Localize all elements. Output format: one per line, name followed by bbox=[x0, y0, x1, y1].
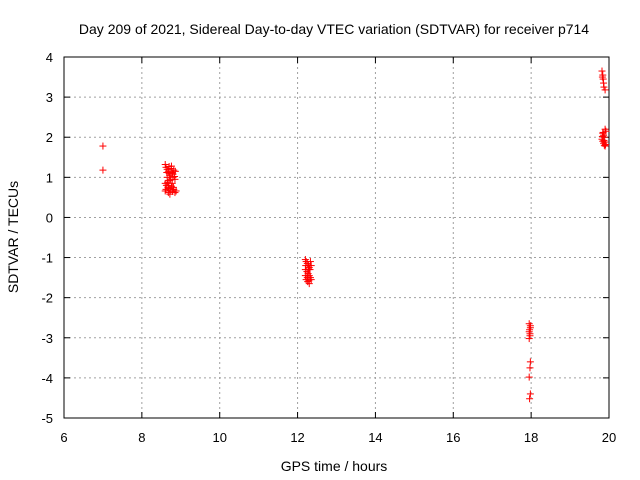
y-tick-label: -2 bbox=[41, 291, 53, 306]
data-point bbox=[168, 179, 176, 187]
chart-title: Day 209 of 2021, Sidereal Day-to-day VTE… bbox=[79, 21, 589, 37]
data-point bbox=[170, 166, 178, 174]
data-point bbox=[305, 277, 313, 285]
data-point bbox=[166, 190, 174, 198]
data-point bbox=[165, 163, 173, 171]
x-tick-label: 6 bbox=[60, 430, 67, 445]
data-point bbox=[163, 169, 171, 177]
data-point bbox=[304, 266, 312, 274]
data-point bbox=[525, 373, 533, 381]
data-points bbox=[99, 67, 610, 403]
data-point bbox=[598, 132, 606, 140]
y-tick-label: 4 bbox=[46, 50, 53, 65]
data-point bbox=[164, 189, 172, 197]
data-point bbox=[599, 128, 607, 136]
data-point bbox=[526, 330, 534, 338]
x-tick-label: 12 bbox=[290, 430, 304, 445]
y-tick-label: 1 bbox=[46, 170, 53, 185]
y-tick-label: -5 bbox=[41, 411, 53, 426]
data-point bbox=[172, 187, 180, 195]
x-tick-label: 18 bbox=[524, 430, 538, 445]
data-point bbox=[600, 136, 608, 144]
data-point bbox=[601, 86, 609, 94]
data-point bbox=[171, 189, 179, 197]
data-point bbox=[99, 142, 107, 150]
data-point bbox=[171, 173, 179, 181]
y-axis-label: SDTVAR / TECUs bbox=[5, 181, 21, 293]
data-point bbox=[601, 140, 609, 148]
data-point bbox=[526, 390, 534, 398]
data-point bbox=[598, 67, 606, 75]
x-tick-label: 16 bbox=[446, 430, 460, 445]
y-tick-label: 0 bbox=[46, 210, 53, 225]
data-point bbox=[526, 358, 534, 366]
data-point bbox=[302, 262, 310, 270]
plot-frame bbox=[63, 56, 610, 419]
y-tick-label: -3 bbox=[41, 331, 53, 346]
data-point bbox=[167, 175, 175, 183]
data-point bbox=[598, 73, 606, 81]
x-tick-label: 20 bbox=[602, 430, 616, 445]
data-point bbox=[526, 322, 534, 330]
data-point bbox=[526, 364, 534, 372]
y-tick-label: -1 bbox=[41, 251, 53, 266]
data-point bbox=[99, 166, 107, 174]
data-point bbox=[303, 274, 311, 282]
data-point bbox=[526, 395, 534, 403]
x-tick-label: 14 bbox=[368, 430, 382, 445]
y-tick-label: -4 bbox=[41, 371, 53, 386]
data-point bbox=[525, 335, 533, 343]
data-point bbox=[306, 258, 314, 266]
data-point bbox=[169, 183, 177, 191]
x-tick-label: 8 bbox=[138, 430, 145, 445]
data-point bbox=[165, 181, 173, 189]
data-point bbox=[171, 167, 179, 175]
grid bbox=[64, 57, 609, 418]
y-tick-label: 3 bbox=[46, 90, 53, 105]
y-tick-label: 2 bbox=[46, 130, 53, 145]
x-axis-label: GPS time / hours bbox=[281, 458, 388, 474]
data-point bbox=[161, 187, 169, 195]
x-tick-label: 10 bbox=[212, 430, 226, 445]
